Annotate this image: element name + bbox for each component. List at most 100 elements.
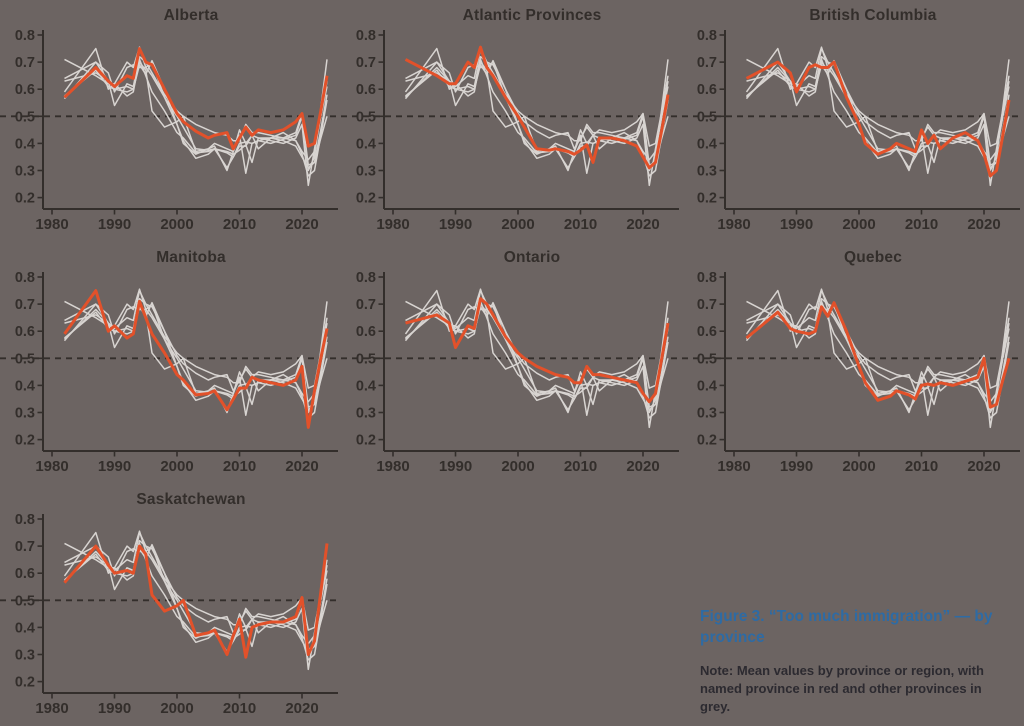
y-tick-label: 0.8 (15, 270, 35, 286)
y-tick-label: 0.8 (697, 270, 717, 286)
x-tick-label: 1990 (780, 458, 813, 475)
series-line-alberta (404, 289, 669, 392)
panel-saskatchewan: 0.2 0.3 0.4 0.5 0.6 0.7 0.8 1980 1990 2000 2010 202… (0, 484, 341, 726)
x-tick-label: 1980 (35, 216, 68, 233)
x-tick-label: 2000 (842, 458, 875, 475)
series-line-saskatchewan (63, 301, 328, 416)
y-tick-label: 0.6 (356, 324, 376, 340)
series-line-ontario (405, 55, 669, 161)
y-tick-label: 0.7 (697, 297, 717, 313)
x-tick-label: 2010 (223, 458, 256, 475)
series-line-alberta (745, 289, 1010, 392)
y-tick-label: 0.4 (356, 136, 376, 152)
y-tick-label: 0.4 (15, 620, 35, 636)
chart-ontario: 0.2 0.3 0.4 0.5 0.6 0.7 0.8 1980 1990 2000 2010 202… (341, 270, 682, 475)
y-tick-label: 0.4 (15, 136, 35, 152)
panel-ontario: 0.2 0.3 0.4 0.5 0.6 0.7 0.8 1980 1990 2000 2010 202… (341, 242, 682, 484)
y-tick-label: 0.3 (697, 164, 717, 180)
chart-quebec: 0.2 0.3 0.4 0.5 0.6 0.7 0.8 1980 1990 2000 2010 202… (682, 270, 1023, 475)
series-line-quebec (405, 301, 669, 408)
series-line-alberta (745, 47, 1010, 150)
y-tick-label: 0.7 (697, 55, 717, 71)
figure-note: Note: Mean values by province or region,… (700, 663, 984, 714)
x-tick-label: 1990 (439, 458, 472, 475)
y-tick-label: 0.4 (15, 378, 35, 394)
series-line-alberta (63, 289, 328, 392)
chart-atlantic-provinces: 0.2 0.3 0.4 0.5 0.6 0.7 0.8 1980 1990 2000 2010 202… (341, 28, 682, 233)
y-tick-label: 0.6 (356, 82, 376, 98)
y-tick-label: 0.2 (697, 433, 717, 449)
x-tick-label: 1990 (98, 458, 131, 475)
y-tick-label: 0.5 (356, 109, 376, 125)
figure-caption: Figure 3. “Too much immigration” — by pr… (700, 608, 993, 646)
y-tick-label: 0.5 (697, 351, 717, 367)
y-tick-label: 0.8 (356, 28, 376, 44)
panel-title-british-columbia: British Columbia (809, 7, 937, 24)
series-line-saskatchewan (404, 301, 669, 416)
y-tick-label: 0.3 (697, 406, 717, 422)
y-tick-label: 0.3 (15, 406, 35, 422)
panel-title-alberta: Alberta (163, 7, 219, 24)
x-tick-label: 1980 (717, 216, 750, 233)
x-tick-label: 2000 (160, 700, 193, 717)
x-tick-label: 1980 (376, 458, 409, 475)
y-tick-label: 0.6 (697, 82, 717, 98)
series-line-manitoba (63, 289, 329, 429)
x-tick-label: 1990 (780, 216, 813, 233)
series-line-quebec (746, 59, 1010, 166)
x-tick-label: 2020 (967, 458, 1000, 475)
y-tick-label: 0.3 (15, 164, 35, 180)
x-tick-label: 1980 (35, 458, 68, 475)
series-line-ontario (746, 55, 1010, 161)
series-line-ontario (64, 539, 328, 645)
x-tick-label: 2010 (905, 216, 938, 233)
x-tick-label: 2010 (564, 216, 597, 233)
y-tick-label: 0.3 (15, 648, 35, 664)
y-tick-label: 0.6 (697, 324, 717, 340)
y-tick-label: 0.2 (15, 675, 35, 691)
y-tick-label: 0.5 (15, 109, 35, 125)
x-tick-label: 2010 (223, 216, 256, 233)
x-tick-label: 2000 (501, 216, 534, 233)
series-line-saskatchewan (745, 59, 1010, 174)
y-tick-label: 0.7 (356, 55, 376, 71)
series-line-ontario (64, 297, 328, 403)
series-line-ontario (405, 297, 670, 404)
chart-saskatchewan: 0.2 0.3 0.4 0.5 0.6 0.7 0.8 1980 1990 2000 2010 202… (0, 512, 341, 717)
x-tick-label: 2010 (564, 458, 597, 475)
y-tick-label: 0.6 (15, 82, 35, 98)
y-tick-label: 0.8 (15, 512, 35, 528)
panel-title-quebec: Quebec (843, 249, 903, 266)
x-tick-label: 2000 (501, 458, 534, 475)
y-tick-label: 0.7 (15, 55, 35, 71)
y-tick-label: 0.5 (15, 593, 35, 609)
x-tick-label: 1980 (35, 700, 68, 717)
x-tick-label: 1980 (376, 216, 409, 233)
y-tick-label: 0.2 (15, 191, 35, 207)
panel-british-columbia: 0.2 0.3 0.4 0.5 0.6 0.7 0.8 1980 1990 2000 2010 202… (682, 0, 1023, 242)
y-tick-label: 0.8 (15, 28, 35, 44)
y-tick-label: 0.3 (356, 406, 376, 422)
x-tick-label: 2010 (905, 458, 938, 475)
y-tick-label: 0.4 (356, 378, 376, 394)
series-line-british-columbia (745, 60, 1011, 178)
y-tick-label: 0.5 (697, 109, 717, 125)
x-tick-label: 1990 (98, 216, 131, 233)
x-tick-label: 2010 (223, 700, 256, 717)
x-tick-label: 2020 (285, 458, 318, 475)
y-tick-label: 0.6 (15, 324, 35, 340)
x-tick-label: 1990 (98, 700, 131, 717)
series-line-alberta (63, 531, 328, 634)
y-tick-label: 0.5 (356, 351, 376, 367)
series-line-alberta (63, 47, 329, 151)
y-tick-label: 0.7 (356, 297, 376, 313)
y-tick-label: 0.8 (697, 28, 717, 44)
panel-quebec: 0.2 0.3 0.4 0.5 0.6 0.7 0.8 1980 1990 2000 2010 202… (682, 242, 1023, 484)
y-tick-label: 0.2 (356, 191, 376, 207)
x-tick-label: 2000 (160, 458, 193, 475)
y-tick-label: 0.5 (15, 351, 35, 367)
x-tick-label: 2000 (160, 216, 193, 233)
panel-title-atlantic-provinces: Atlantic Provinces (462, 7, 602, 24)
x-tick-label: 2020 (285, 700, 318, 717)
